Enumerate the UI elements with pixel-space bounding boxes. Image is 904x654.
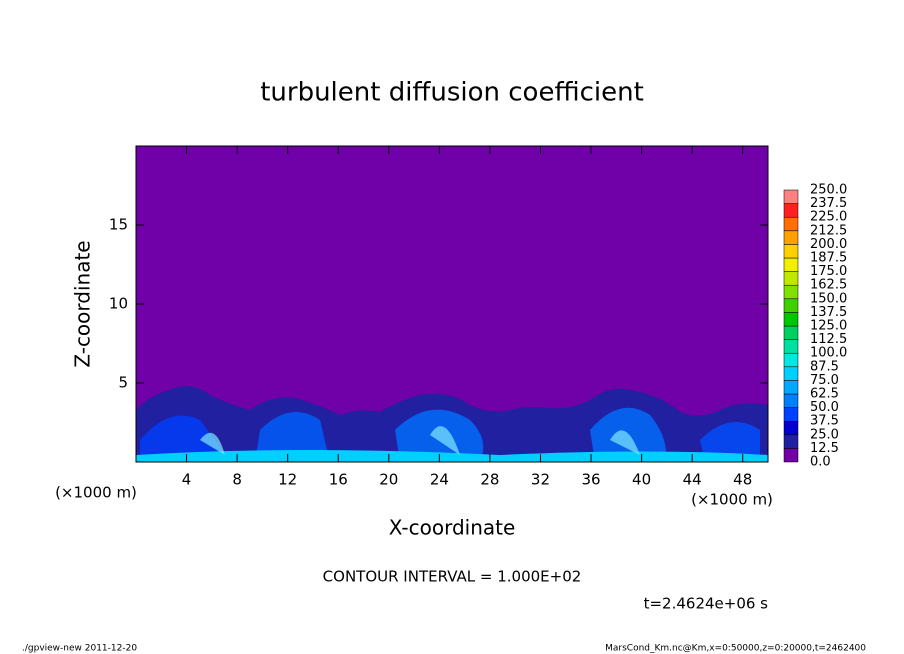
x-tick-label: 36 bbox=[581, 471, 600, 489]
colorbar-label: 12.5 bbox=[810, 441, 839, 456]
x-tick-label: 40 bbox=[632, 471, 651, 489]
colorbar-label: 150.0 bbox=[810, 291, 847, 306]
colorbar-bin bbox=[783, 244, 799, 259]
colorbar-label: 187.5 bbox=[810, 251, 847, 266]
y-tick-label: 5 bbox=[118, 374, 128, 392]
x-tick-label: 16 bbox=[329, 471, 348, 489]
colorbar-bin bbox=[783, 271, 799, 286]
x-tick-label: 44 bbox=[683, 471, 702, 489]
colorbar-label: 75.0 bbox=[810, 373, 839, 388]
x-tick-label: 24 bbox=[430, 471, 449, 489]
colorbar-bin bbox=[783, 352, 799, 368]
footer: ./gpview-new 2011-12-20 bbox=[22, 644, 137, 654]
x-tick-label: 28 bbox=[480, 471, 499, 489]
x-tick-label: 20 bbox=[379, 471, 398, 489]
x-tick-label: 4 bbox=[182, 471, 192, 489]
colorbar-label: 237.5 bbox=[810, 196, 847, 211]
colorbar-bin bbox=[783, 420, 799, 436]
x-unit-label: (×1000 m) bbox=[691, 491, 773, 509]
colorbar-label: 112.5 bbox=[810, 332, 847, 347]
x-tick-label: 48 bbox=[733, 471, 752, 489]
contour-interval: CONTOUR INTERVAL = 1.000E+02 bbox=[323, 568, 582, 586]
colorbar-label: 200.0 bbox=[810, 237, 847, 252]
colorbar-label: 0.0 bbox=[810, 455, 831, 470]
colorbar-bin bbox=[783, 203, 799, 218]
colorbar-label: 137.5 bbox=[810, 305, 847, 320]
x-tick-label: 32 bbox=[531, 471, 550, 489]
colorbar-bin bbox=[783, 366, 799, 381]
colorbar-label: 25.0 bbox=[810, 427, 839, 442]
y-axis-title: Z-coordinate bbox=[71, 240, 95, 367]
x-axis-title: X-coordinate bbox=[389, 516, 516, 540]
colorbar-label: 162.5 bbox=[810, 278, 847, 293]
time-label: t=2.4624e+06 s bbox=[644, 595, 769, 613]
colorbar-label: 250.0 bbox=[810, 183, 847, 198]
colorbar-label: 37.5 bbox=[810, 414, 839, 429]
colorbar-bin bbox=[783, 284, 799, 300]
colorbar-bin bbox=[783, 189, 799, 204]
x-tick-label: 8 bbox=[232, 471, 242, 489]
colorbar-label: 100.0 bbox=[810, 346, 847, 361]
colorbar-bin bbox=[783, 393, 799, 408]
y-tick-label: 10 bbox=[109, 295, 128, 313]
colorbar-bin bbox=[783, 312, 799, 327]
colorbar-bin bbox=[783, 407, 799, 422]
y-tick-label: 15 bbox=[109, 216, 128, 234]
colorbar-label: 212.5 bbox=[810, 223, 847, 238]
colorbar-label: 87.5 bbox=[810, 359, 839, 374]
colorbar-bin bbox=[783, 448, 799, 463]
x-tick-label: 12 bbox=[278, 471, 297, 489]
footer: MarsCond_Km.nc@Km,x=0:50000,z=0:20000,t=… bbox=[605, 644, 866, 654]
colorbar-bin bbox=[783, 339, 799, 354]
colorbar-bin bbox=[783, 298, 799, 313]
colorbar-label: 175.0 bbox=[810, 264, 847, 279]
colorbar-bin bbox=[783, 216, 799, 232]
x-unit-label: (×1000 m) bbox=[55, 484, 137, 502]
colorbar-label: 225.0 bbox=[810, 210, 847, 225]
colorbar-bin bbox=[783, 257, 799, 272]
colorbar-label: 62.5 bbox=[810, 387, 839, 402]
colorbar-bin bbox=[783, 434, 799, 449]
chart-title: turbulent diffusion coefficient bbox=[260, 78, 644, 108]
colorbar-bin bbox=[783, 230, 799, 245]
turbulent-layer bbox=[136, 386, 768, 462]
colorbar-bin bbox=[783, 325, 799, 340]
colorbar-label: 50.0 bbox=[810, 400, 839, 415]
colorbar-label: 125.0 bbox=[810, 319, 847, 334]
colorbar-bin bbox=[783, 380, 799, 395]
